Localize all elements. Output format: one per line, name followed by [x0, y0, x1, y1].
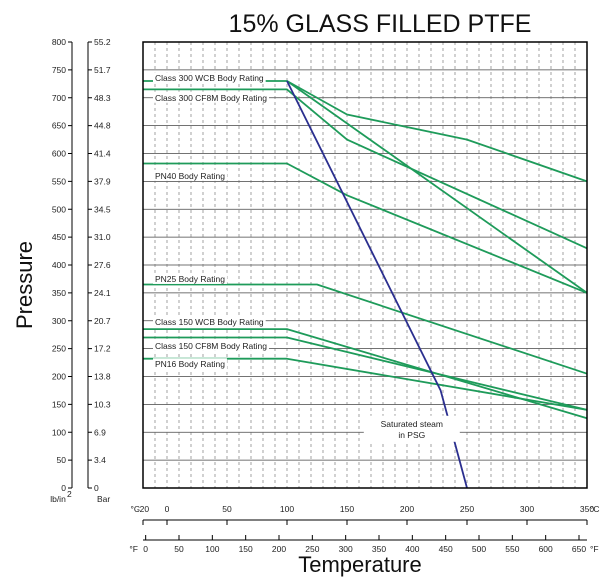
bar-tick-label: 48.3: [94, 93, 111, 103]
fahrenheit-tick-label: 150: [239, 544, 253, 554]
series-label-bg: [153, 72, 266, 84]
celsius-tick-label: 250: [460, 504, 474, 514]
steam-label-line1: Saturated steam: [381, 419, 443, 429]
steam-label-line2: in PSG: [398, 430, 425, 440]
psi-tick-label: 350: [52, 288, 66, 298]
bar-tick-label: 6.9: [94, 427, 106, 437]
fahrenheit-tick-label: 650: [572, 544, 586, 554]
psi-unit-superscript: 2: [67, 489, 72, 499]
celsius-tick-label: 50: [222, 504, 232, 514]
bar-tick-label: 27.6: [94, 260, 111, 270]
series-label-bg: [153, 315, 266, 327]
fahrenheit-tick-label: 500: [472, 544, 486, 554]
series-line-pn40-body-rating: [143, 162, 588, 294]
celsius-tick-label: 200: [400, 504, 414, 514]
y-axes: 0 0 50 3.4 100 6.9 150 10.3 200 13.8 250 17.2 300 20.…: [50, 37, 111, 504]
psi-tick-label: 150: [52, 399, 66, 409]
psi-tick-label: 650: [52, 121, 66, 131]
bar-tick-label: 51.7: [94, 65, 111, 75]
fahrenheit-tick-label: 200: [272, 544, 286, 554]
fahrenheit-tick-label: 600: [539, 544, 553, 554]
psi-tick-label: 750: [52, 65, 66, 75]
bar-tick-label: 55.2: [94, 37, 111, 47]
bar-tick-label: 17.2: [94, 344, 111, 354]
psi-tick-label: 100: [52, 427, 66, 437]
fahrenheit-unit-right: °F: [590, 544, 599, 554]
steam-label-bg: [363, 415, 460, 442]
series-line-class-300-cf8m-body-rating: [143, 88, 588, 250]
chart-title: 15% GLASS FILLED PTFE: [229, 10, 532, 38]
celsius-tick-label: 0: [165, 504, 170, 514]
fahrenheit-tick-label: 550: [505, 544, 519, 554]
psi-tick-label: 500: [52, 204, 66, 214]
celsius-tick-label: 100: [280, 504, 294, 514]
celsius-unit-right: °C: [590, 504, 600, 514]
bar-tick-label: 34.5: [94, 204, 111, 214]
series-label: Class 300 WCB Body Rating: [155, 73, 264, 83]
fahrenheit-tick-label: 50: [174, 544, 184, 554]
bar-tick-label: 24.1: [94, 288, 111, 298]
psi-tick-label: 0: [61, 483, 66, 493]
x-axes: -20 0 50 100 150 200 250 300 350 0 50 100 150 200 250 3…: [129, 504, 599, 554]
series-labels: Class 300 WCB Body Rating Class 300 CF8M …: [153, 72, 460, 442]
x-axis-label: Temperature: [298, 552, 422, 577]
psi-tick-label: 300: [52, 316, 66, 326]
fahrenheit-tick-label: 350: [372, 544, 386, 554]
psi-tick-label: 200: [52, 372, 66, 382]
series-label-bg: [153, 272, 227, 284]
fahrenheit-tick-label: 100: [205, 544, 219, 554]
psi-tick-label: 550: [52, 176, 66, 186]
series-label-bg: [153, 358, 227, 370]
fahrenheit-tick-label: 450: [439, 544, 453, 554]
bar-tick-label: 31.0: [94, 232, 111, 242]
psi-tick-label: 800: [52, 37, 66, 47]
series-label-bg: [153, 169, 227, 181]
series-line-unnamed: [286, 80, 588, 294]
bar-tick-label: 20.7: [94, 316, 111, 326]
series-label-bg: [153, 91, 269, 103]
psi-tick-label: 250: [52, 344, 66, 354]
series-label: Class 150 WCB Body Rating: [155, 317, 264, 327]
psi-unit-label: lb/in: [50, 494, 66, 504]
series-line-saturated-steam-in-psg: [286, 80, 468, 489]
fahrenheit-tick-label: 400: [405, 544, 419, 554]
psi-tick-label: 450: [52, 232, 66, 242]
bar-unit-label: Bar: [97, 494, 110, 504]
bar-tick-label: 44.8: [94, 121, 111, 131]
bar-tick-label: 37.9: [94, 176, 111, 186]
celsius-unit-left: °C: [130, 504, 140, 514]
celsius-tick-label: 300: [520, 504, 534, 514]
psi-tick-label: 50: [57, 455, 67, 465]
psi-tick-label: 400: [52, 260, 66, 270]
bar-tick-label: 41.4: [94, 149, 111, 159]
series-label: PN16 Body Rating: [155, 359, 225, 369]
series-line-class-150-cf8m-body-rating: [143, 336, 588, 411]
series-label: PN25 Body Rating: [155, 274, 225, 284]
celsius-tick-label: -20: [137, 504, 150, 514]
bar-tick-label: 3.4: [94, 455, 106, 465]
series-line-class-150-wcb-body-rating: [143, 328, 588, 420]
bar-tick-label: 10.3: [94, 399, 111, 409]
series-label: PN40 Body Rating: [155, 171, 225, 181]
plot-frame: [142, 41, 588, 489]
fahrenheit-tick-label: 250: [305, 544, 319, 554]
psi-tick-label: 700: [52, 93, 66, 103]
series-label: Class 150 CF8M Body Rating: [155, 341, 267, 351]
celsius-tick-label: 150: [340, 504, 354, 514]
fahrenheit-tick-label: 300: [339, 544, 353, 554]
series-line-pn25-body-rating: [143, 283, 588, 375]
series-label-bg: [153, 339, 269, 351]
celsius-tick-label: 350: [580, 504, 594, 514]
y-axis-label: Pressure: [12, 241, 37, 329]
bar-tick-label: 13.8: [94, 372, 111, 382]
fahrenheit-tick-label: 0: [143, 544, 148, 554]
bar-tick-label: 0: [94, 483, 99, 493]
fahrenheit-unit-left: °F: [129, 544, 138, 554]
psi-tick-label: 600: [52, 149, 66, 159]
series-label: Class 300 CF8M Body Rating: [155, 93, 267, 103]
